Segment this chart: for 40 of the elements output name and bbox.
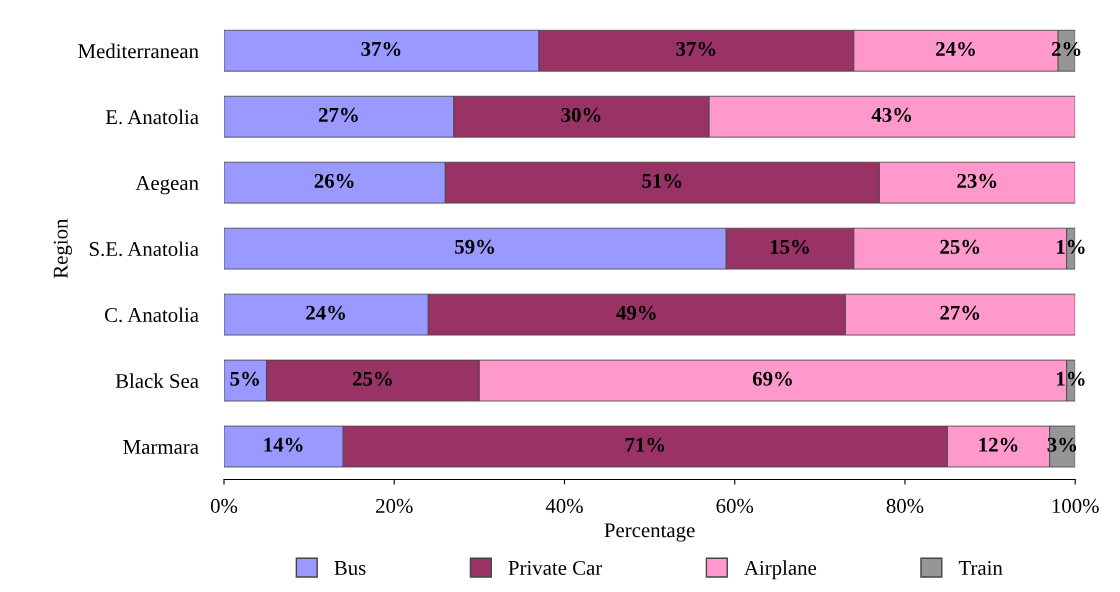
y-tick-label: Marmara [123,440,199,454]
data-label: 23% [957,173,997,188]
y-tick-label: Mediterranean [78,43,199,59]
y-tick-label: Black Sea [115,373,199,388]
x-axis-title: Percentage [604,523,695,542]
legend-label: Private Car [508,560,603,575]
legend-label: Bus [334,561,366,575]
data-label: 25% [353,371,392,386]
data-label: 24% [936,41,975,57]
legend-label: Train [958,560,1003,575]
data-label: 26% [314,173,354,188]
data-label: 59% [455,239,494,254]
x-tick-label: 80% [886,498,924,513]
data-label: 5% [230,371,259,386]
x-tick-label: 0% [210,498,238,513]
data-label: 25% [940,239,980,254]
data-label: 69% [752,371,792,386]
y-tick-label: S.E. Anatolia [89,241,199,257]
data-label: 37% [676,41,716,57]
data-label: 14% [264,437,303,452]
data-label: 51% [642,173,682,188]
data-label: 12% [979,437,1018,452]
x-tick-label: 100% [1052,498,1099,513]
data-label: 37% [361,41,401,57]
y-tick-label: Aegean [135,176,199,195]
data-label: 24% [306,305,346,320]
data-label: 15% [770,239,809,254]
x-tick-label: 40% [545,498,583,513]
y-tick-label: C. Anatolia [104,307,199,323]
data-label: 43% [871,107,912,122]
x-tick-label: 20% [376,498,413,513]
legend-label: Airplane [744,560,817,580]
y-tick-label: E. Anatolia [105,109,199,125]
data-label: 30% [561,107,601,122]
y-axis-title: Region [53,218,72,279]
data-label: 71% [625,437,665,452]
data-label: 27% [940,305,980,320]
x-tick-label: 60% [716,498,754,513]
data-label: 49% [616,305,656,320]
data-label: 27% [318,107,358,122]
